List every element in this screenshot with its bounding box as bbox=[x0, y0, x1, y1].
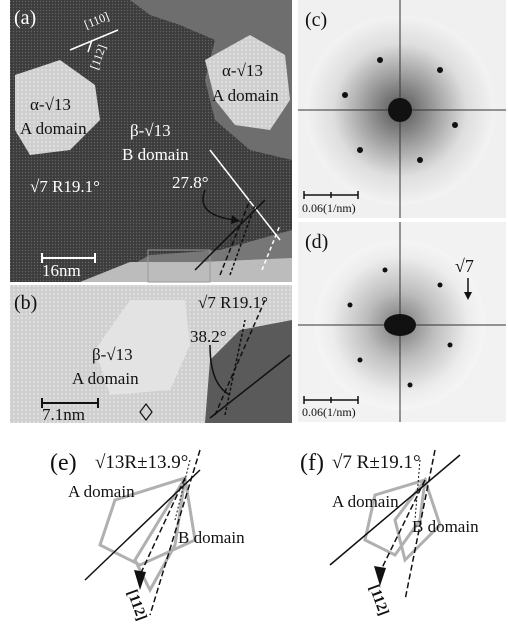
panel-c: (c) 0.06(1/nm) bbox=[298, 0, 506, 218]
beta-label-b-2: A domain bbox=[72, 369, 139, 388]
panel-e-b-domain: B domain bbox=[178, 528, 245, 547]
panel-d: (d) √7 0.06(1/nm) bbox=[298, 222, 506, 422]
panel-f-direction: [112] bbox=[366, 583, 392, 618]
panel-label-c: (c) bbox=[305, 9, 327, 31]
alpha-right-label-2: A domain bbox=[212, 86, 279, 105]
angle-label-a: 27.8° bbox=[172, 173, 209, 192]
beta-label-1: β-√13 bbox=[130, 121, 171, 140]
panel-label-e: (e) bbox=[50, 450, 77, 476]
panel-label-b: (b) bbox=[14, 292, 37, 314]
panel-label-f: (f) bbox=[300, 450, 324, 476]
panel-f-title: √7 R±19.1° bbox=[332, 452, 421, 473]
scale-bar-c: 0.06(1/nm) bbox=[302, 201, 356, 215]
angle-label-b: 38.2° bbox=[190, 327, 227, 346]
beta-label-b-1: β-√13 bbox=[92, 345, 133, 364]
alpha-right-label-1: α-√13 bbox=[222, 61, 263, 80]
panel-b: (b) √7 R19.1° 38.2° β-√13 A domain 7.1nm bbox=[10, 285, 292, 424]
panel-e: (e) √13R±13.9° A domain B domain [112] bbox=[50, 449, 245, 623]
alpha-left-label-2: A domain bbox=[20, 119, 87, 138]
alpha-left-label-1: α-√13 bbox=[30, 95, 71, 114]
sqrt7-label-d: √7 bbox=[455, 256, 474, 276]
scale-bar-a: 16nm bbox=[42, 261, 81, 280]
panel-f-b-domain: B domain bbox=[412, 517, 479, 536]
panel-f: (f) √7 R±19.1° A domain B domain [112] bbox=[300, 449, 479, 618]
scale-bar-b: 7.1nm bbox=[42, 405, 85, 424]
panel-e-a-domain: A domain bbox=[68, 482, 135, 501]
sqrt7-label-b: √7 R19.1° bbox=[198, 293, 268, 312]
panel-e-title: √13R±13.9° bbox=[95, 452, 188, 473]
panel-f-a-domain: A domain bbox=[332, 492, 399, 511]
panel-e-direction: [112] bbox=[124, 588, 150, 623]
beta-label-2: B domain bbox=[122, 145, 189, 164]
panel-a: (a) [110] [112] α-√13 A domain α-√13 A d… bbox=[10, 0, 292, 283]
scale-bar-d: 0.06(1/nm) bbox=[302, 405, 356, 419]
sqrt7-label-a: √7 R19.1° bbox=[30, 177, 100, 196]
panel-label-d: (d) bbox=[305, 231, 328, 253]
panel-label-a: (a) bbox=[14, 7, 36, 29]
